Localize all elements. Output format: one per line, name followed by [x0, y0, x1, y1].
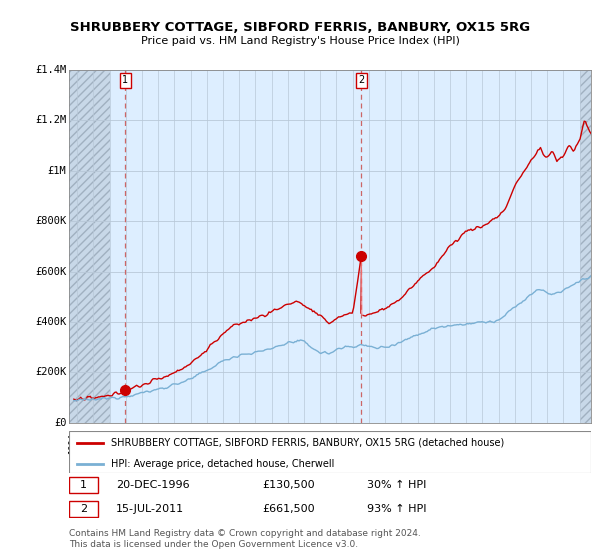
Text: 2000: 2000: [166, 433, 175, 454]
Text: 2011: 2011: [344, 433, 353, 454]
Text: 2012: 2012: [360, 433, 369, 454]
Text: 1999: 1999: [149, 433, 158, 454]
Text: 2020: 2020: [490, 433, 499, 454]
Text: 1996: 1996: [101, 433, 110, 455]
Text: 2017: 2017: [441, 433, 450, 455]
Text: 2014: 2014: [392, 433, 401, 454]
Text: 2016: 2016: [425, 433, 434, 455]
Text: £800K: £800K: [35, 216, 67, 226]
Text: £200K: £200K: [35, 367, 67, 377]
Text: 2009: 2009: [311, 433, 320, 454]
Text: £0: £0: [54, 418, 67, 428]
Text: 2: 2: [80, 504, 87, 514]
Text: 2025: 2025: [571, 433, 580, 454]
Text: 2008: 2008: [295, 433, 304, 455]
Text: 2024: 2024: [554, 433, 563, 454]
Text: 1: 1: [80, 480, 87, 490]
Text: 2018: 2018: [457, 433, 466, 455]
Text: 2006: 2006: [263, 433, 272, 455]
Text: SHRUBBERY COTTAGE, SIBFORD FERRIS, BANBURY, OX15 5RG: SHRUBBERY COTTAGE, SIBFORD FERRIS, BANBU…: [70, 21, 530, 34]
Text: £400K: £400K: [35, 317, 67, 327]
Text: 15-JUL-2011: 15-JUL-2011: [116, 504, 184, 514]
Text: HPI: Average price, detached house, Cherwell: HPI: Average price, detached house, Cher…: [111, 459, 334, 469]
Text: Contains HM Land Registry data © Crown copyright and database right 2024.
This d: Contains HM Land Registry data © Crown c…: [69, 529, 421, 549]
Text: 20-DEC-1996: 20-DEC-1996: [116, 480, 190, 490]
Text: £1M: £1M: [47, 166, 67, 176]
Bar: [69, 477, 98, 493]
Text: 2007: 2007: [279, 433, 288, 455]
Text: £1.4M: £1.4M: [35, 65, 67, 75]
Text: 93% ↑ HPI: 93% ↑ HPI: [367, 504, 426, 514]
Text: 2022: 2022: [522, 433, 531, 454]
Text: 2015: 2015: [409, 433, 418, 454]
Text: 2013: 2013: [376, 433, 385, 455]
Text: 2019: 2019: [473, 433, 482, 454]
Text: 30% ↑ HPI: 30% ↑ HPI: [367, 480, 426, 490]
Text: 1998: 1998: [133, 433, 142, 455]
Text: £130,500: £130,500: [262, 480, 315, 490]
Bar: [580, 70, 591, 423]
Text: £1.2M: £1.2M: [35, 115, 67, 125]
Text: 2021: 2021: [506, 433, 515, 454]
Text: 1: 1: [122, 75, 128, 85]
Text: £600K: £600K: [35, 267, 67, 277]
Text: £661,500: £661,500: [262, 504, 315, 514]
Bar: [69, 70, 110, 423]
Bar: [69, 501, 98, 517]
Text: 2001: 2001: [182, 433, 191, 454]
Text: 1997: 1997: [117, 433, 126, 455]
Text: 2023: 2023: [538, 433, 547, 455]
Text: SHRUBBERY COTTAGE, SIBFORD FERRIS, BANBURY, OX15 5RG (detached house): SHRUBBERY COTTAGE, SIBFORD FERRIS, BANBU…: [111, 438, 504, 448]
Text: 2003: 2003: [214, 433, 223, 455]
Text: 2: 2: [358, 75, 365, 85]
Text: Price paid vs. HM Land Registry's House Price Index (HPI): Price paid vs. HM Land Registry's House …: [140, 36, 460, 46]
Text: 1995: 1995: [85, 433, 94, 454]
Text: 2010: 2010: [328, 433, 337, 454]
Text: 2002: 2002: [198, 433, 207, 454]
Text: 1994: 1994: [68, 433, 77, 454]
Text: 2004: 2004: [230, 433, 239, 454]
Text: 2005: 2005: [247, 433, 256, 454]
